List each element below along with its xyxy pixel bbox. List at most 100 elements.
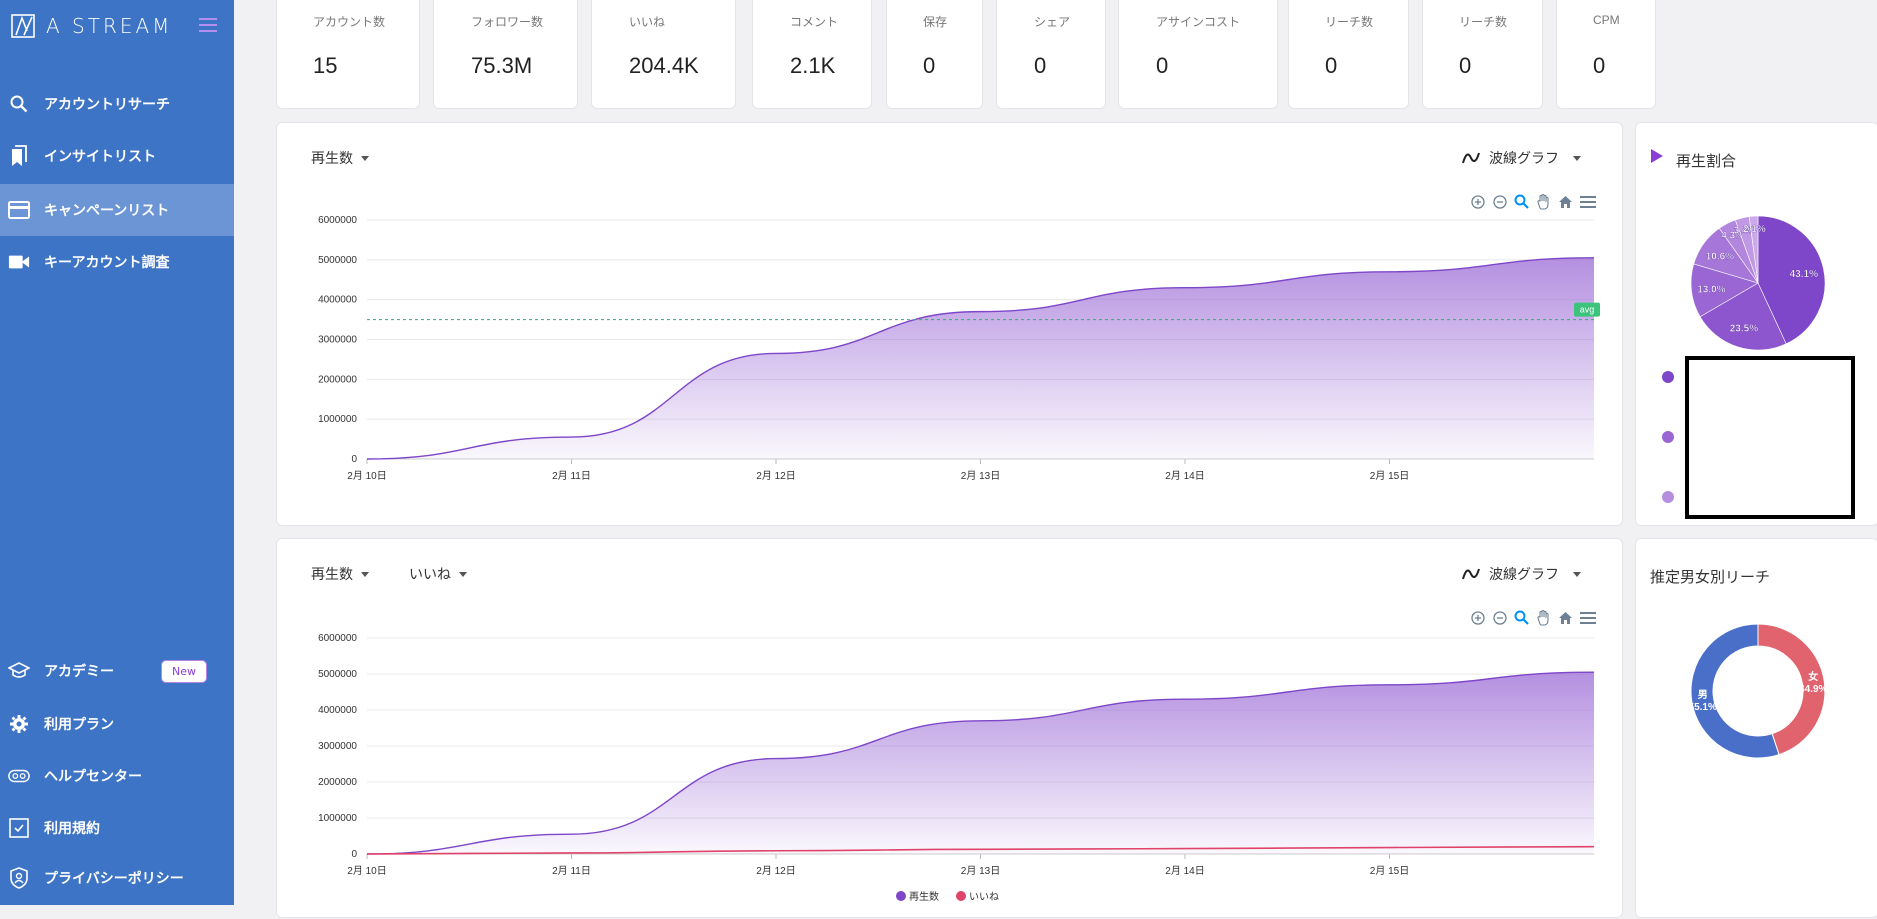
pan-hand-icon[interactable] — [1535, 193, 1552, 210]
stat-label: リーチ数 — [1325, 15, 1374, 29]
donut-label: 男 — [1698, 689, 1708, 701]
stat-value: 2.1K — [790, 53, 836, 78]
y-tick-label: 6000000 — [318, 215, 357, 226]
stat-value: 0 — [1325, 53, 1338, 78]
donut-label: 女 — [1808, 670, 1818, 683]
wave-line-icon — [1462, 152, 1480, 164]
zoom-in-icon[interactable] — [1469, 193, 1486, 210]
gender-reach-card: 推定男女別リーチ 男 55.1% 女 44.9% — [1635, 538, 1877, 918]
legend-dot — [1662, 431, 1674, 443]
stat-label: アサインコスト — [1156, 15, 1241, 29]
legend-label: いいね — [969, 891, 999, 903]
chevron-down-icon — [1573, 571, 1581, 577]
gear-icon — [8, 713, 30, 735]
stat-value: 0 — [1034, 53, 1047, 78]
pie-slice — [1748, 215, 1759, 284]
y-tick-label: 3000000 — [318, 741, 357, 752]
sidebar-item-plan[interactable]: 利用プラン — [0, 698, 234, 750]
x-tick-label: 2月 14日 — [1165, 470, 1204, 482]
sidebar-item-academy[interactable]: アカデミー New — [0, 645, 234, 697]
home-icon[interactable] — [1557, 609, 1574, 626]
legend-dot — [1662, 491, 1674, 503]
sidebar-item-label: 利用プラン — [44, 717, 114, 733]
stat-value: 75.3M — [471, 53, 533, 78]
magnifier-icon[interactable] — [1513, 609, 1530, 626]
y-tick-label: 6000000 — [318, 633, 357, 644]
zoom-out-icon[interactable] — [1491, 193, 1508, 210]
sidebar-item-label: キャンペーンリスト — [44, 203, 170, 219]
logo[interactable]: A STREAM — [10, 10, 172, 42]
sidebar-item-help[interactable]: ヘルプセンター — [0, 750, 234, 802]
y-tick-label: 4000000 — [318, 295, 357, 306]
donut-value-label: 55.1% — [1689, 702, 1717, 713]
menu-toggle-icon[interactable] — [199, 18, 217, 32]
chart-type-label: 波線グラフ — [1489, 566, 1559, 582]
stat-value: 0 — [1593, 53, 1606, 78]
x-tick-label: 2月 12日 — [756, 470, 795, 482]
stat-card: リーチ数 0 — [1288, 0, 1409, 109]
chart-toolbar — [1469, 193, 1596, 210]
metric-dropdown-1[interactable]: 再生数 — [311, 564, 369, 584]
pie-slice-label: 2.1% — [1743, 224, 1766, 235]
metric-dropdown[interactable]: 再生数 — [311, 148, 369, 168]
menu-icon[interactable] — [1579, 193, 1596, 210]
sidebar-item-label: ヘルプセンター — [44, 769, 142, 785]
stat-card: リーチ数 0 — [1422, 0, 1543, 109]
donut-value-label: 44.9% — [1799, 684, 1827, 695]
legend-image-box — [1685, 356, 1855, 519]
card-icon — [8, 199, 30, 221]
chart-type-dropdown[interactable]: 波線グラフ — [1461, 148, 1581, 168]
checkbox-icon — [8, 817, 30, 839]
chart-type-label: 波線グラフ — [1489, 150, 1559, 166]
stat-label: CPM — [1593, 13, 1620, 27]
legend-dot — [1662, 371, 1674, 383]
search-icon — [8, 93, 30, 115]
donut-slice — [1757, 623, 1826, 756]
menu-icon[interactable] — [1579, 609, 1596, 626]
zoom-out-icon[interactable] — [1491, 609, 1508, 626]
y-tick-label: 2000000 — [318, 374, 357, 385]
x-tick-label: 2月 11日 — [552, 470, 591, 482]
gender-reach-donut: 男55.1% 女44.9% — [1689, 623, 1828, 759]
stat-value: 0 — [1459, 53, 1472, 78]
y-tick-label: 0 — [351, 454, 357, 465]
x-tick-label: 2月 11日 — [552, 865, 591, 877]
pan-hand-icon[interactable] — [1535, 609, 1552, 626]
views-chart-card: 再生数 波線グラフ 6000000 5000000 4000000 3000000 20… — [276, 122, 1623, 526]
x-tick-label: 2月 12日 — [756, 865, 795, 877]
magnifier-icon[interactable] — [1513, 193, 1530, 210]
sidebar-item-campaign-list[interactable]: キャンペーンリスト — [0, 184, 234, 236]
views-area-chart: 6000000 5000000 4000000 3000000 2000000 10000… — [318, 215, 1600, 482]
sidebar-item-account-research[interactable]: アカウントリサーチ — [0, 78, 234, 130]
chart-type-dropdown[interactable]: 波線グラフ — [1461, 564, 1581, 584]
stat-value: 15 — [313, 53, 338, 78]
sidebar-item-label: インサイトリスト — [44, 149, 156, 165]
chart-toolbar — [1469, 609, 1596, 626]
sidebar-item-terms[interactable]: 利用規約 — [0, 802, 234, 854]
pie-slice-label: 3.4% — [1734, 226, 1757, 237]
stat-value: 0 — [923, 53, 936, 78]
views-likes-chart-card: 再生数 いいね 波線グラフ 6000000 5000000 4000000 30000… — [276, 538, 1623, 918]
metric-dropdown-2[interactable]: いいね — [409, 564, 467, 584]
x-tick-label: 2月 15日 — [1370, 470, 1409, 482]
sidebar-item-insight-list[interactable]: インサイトリスト — [0, 130, 234, 182]
series-line-views — [366, 257, 1595, 460]
home-icon[interactable] — [1557, 193, 1574, 210]
avg-label: avg — [1580, 305, 1595, 315]
views-share-card: 再生割合 43.1% 23.5% 13.0% 10.6% 4.3% 3.4% 2.1% — [1635, 122, 1877, 526]
stat-card: アサインコスト 0 — [1118, 0, 1278, 109]
play-icon — [1651, 149, 1663, 163]
y-tick-label: 5000000 — [318, 669, 357, 680]
sidebar-item-label: 利用規約 — [44, 821, 100, 837]
sidebar-item-privacy[interactable]: プライバシーポリシー — [0, 852, 234, 904]
stat-label: シェア — [1034, 15, 1071, 29]
stat-label: フォロワー数 — [471, 15, 544, 29]
stat-card: CPM 0 — [1556, 0, 1656, 109]
y-tick-label: 5000000 — [318, 255, 357, 266]
zoom-in-icon[interactable] — [1469, 609, 1486, 626]
sidebar-item-key-account[interactable]: キーアカウント調査 — [0, 236, 234, 288]
metric-dropdown-label: 再生数 — [311, 150, 353, 166]
chevron-down-icon — [459, 571, 467, 577]
stat-label: いいね — [629, 15, 666, 29]
x-tick-label: 2月 13日 — [961, 470, 1000, 482]
